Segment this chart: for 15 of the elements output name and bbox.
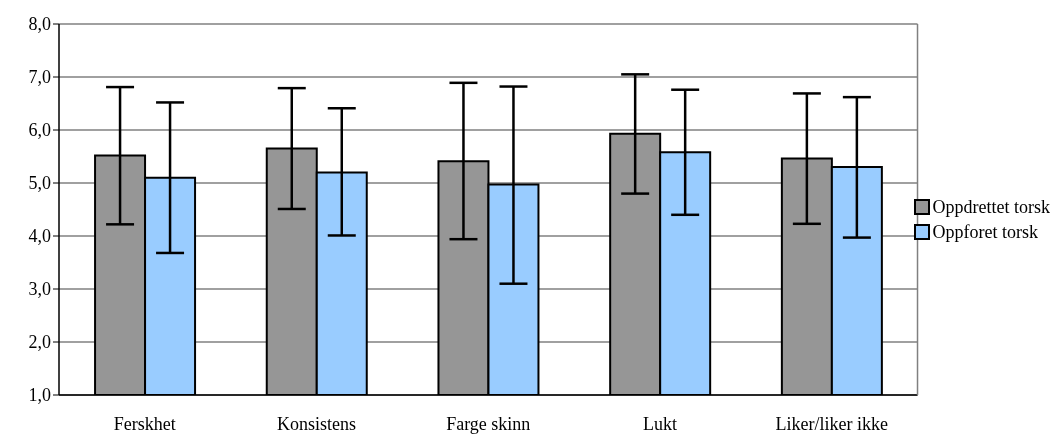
y-tick-label: 2,0 (28, 332, 51, 353)
y-tick-label: 5,0 (28, 173, 51, 194)
y-tick-label: 3,0 (28, 279, 51, 300)
x-tick-label: Ferskhet (113, 413, 176, 434)
x-tick-label: Farge skinn (446, 413, 531, 434)
x-tick-label: Konsistens (277, 413, 357, 434)
y-tick-label: 4,0 (28, 226, 51, 247)
y-tick-label: 8,0 (28, 14, 51, 35)
y-tick-label: 7,0 (28, 67, 51, 88)
x-tick-label: Lukt (642, 413, 677, 434)
legend-label: Oppforet torsk (932, 221, 1038, 243)
x-tick-label: Liker/liker ikke (775, 413, 888, 434)
legend-label: Oppdrettet torsk (932, 196, 1050, 218)
y-tick-label: 6,0 (28, 120, 51, 141)
y-tick-label: 1,0 (28, 385, 51, 406)
